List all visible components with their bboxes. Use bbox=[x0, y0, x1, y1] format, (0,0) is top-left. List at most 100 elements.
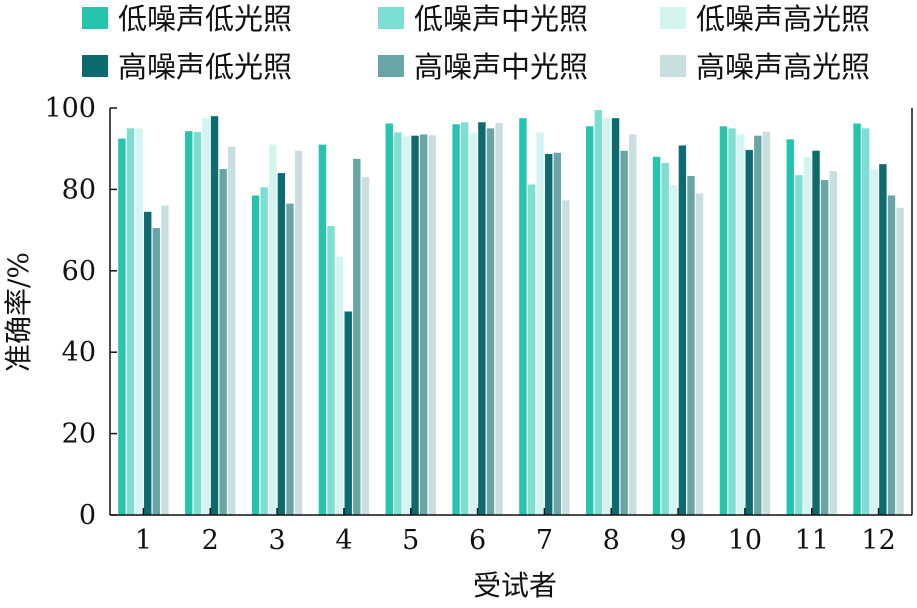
x-tick-label: 8 bbox=[603, 525, 620, 556]
bar-s2-c3 bbox=[260, 187, 268, 516]
bar-s6-c9 bbox=[695, 193, 704, 515]
bar-s5-c2 bbox=[219, 169, 227, 516]
bar-s1-c6 bbox=[452, 124, 460, 515]
bar-s2-c4 bbox=[327, 226, 335, 515]
bar-s2-c8 bbox=[594, 110, 603, 515]
x-tick-label: 9 bbox=[669, 525, 686, 556]
legend-swatch bbox=[82, 55, 108, 77]
bar-s1-c9 bbox=[652, 156, 661, 515]
bar-s3-c12 bbox=[870, 169, 878, 516]
bar-s2-c9 bbox=[661, 162, 669, 515]
legend-swatch bbox=[660, 55, 686, 77]
bar-s6-c4 bbox=[361, 177, 370, 515]
bar-s5-c9 bbox=[687, 175, 695, 515]
bar-s3-c6 bbox=[469, 132, 477, 516]
bar-s2-c1 bbox=[126, 128, 135, 515]
bar-s5-c7 bbox=[553, 152, 562, 515]
legend-label: 高噪声低光照 bbox=[118, 50, 292, 84]
bar-s5-c1 bbox=[152, 228, 161, 515]
bar-s1-c1 bbox=[118, 138, 126, 515]
bar-s3-c5 bbox=[402, 136, 411, 516]
bar-s6-c5 bbox=[428, 135, 436, 515]
y-axis-label: 准确率/% bbox=[2, 252, 35, 372]
bar-s3-c1 bbox=[135, 128, 143, 515]
bar-s6-c7 bbox=[562, 200, 570, 515]
bar-s5-c6 bbox=[486, 128, 495, 515]
legend-swatch bbox=[378, 55, 404, 77]
bar-s3-c11 bbox=[803, 156, 812, 515]
bar-s2-c7 bbox=[527, 184, 536, 515]
legend-label: 低噪声低光照 bbox=[118, 2, 292, 36]
y-tick-label: 80 bbox=[62, 174, 96, 205]
bar-s5-c3 bbox=[286, 203, 294, 515]
bar-s3-c4 bbox=[335, 256, 344, 515]
bar-s4-c3 bbox=[277, 173, 286, 515]
bar-s1-c11 bbox=[786, 139, 794, 515]
bar-s5-c8 bbox=[620, 150, 628, 516]
bar-s3-c8 bbox=[603, 118, 611, 516]
x-tick-label: 2 bbox=[202, 525, 219, 556]
bar-s6-c2 bbox=[228, 146, 236, 515]
bar-s1-c7 bbox=[519, 118, 527, 516]
bar-s2-c11 bbox=[795, 175, 803, 515]
legend-label: 低噪声高光照 bbox=[696, 2, 870, 36]
bar-s4-c1 bbox=[144, 211, 152, 516]
x-axis-label: 受试者 bbox=[473, 569, 557, 602]
bar-s3-c3 bbox=[269, 144, 277, 515]
bar-s1-c10 bbox=[719, 126, 728, 515]
x-tick-label: 3 bbox=[268, 525, 285, 556]
legend-label: 高噪声中光照 bbox=[414, 50, 588, 84]
y-tick-label: 60 bbox=[62, 256, 96, 287]
bar-s5-c11 bbox=[820, 180, 829, 516]
x-tick-label: 1 bbox=[135, 525, 152, 556]
y-tick-label: 100 bbox=[44, 93, 96, 124]
x-tick-label: 5 bbox=[402, 525, 419, 556]
legend-label: 高噪声高光照 bbox=[696, 50, 870, 84]
bar-s6-c12 bbox=[896, 207, 904, 515]
bar-s4-c8 bbox=[611, 118, 620, 516]
x-tick-label: 4 bbox=[335, 525, 352, 556]
bar-s4-c5 bbox=[411, 135, 419, 515]
bar-s5-c12 bbox=[887, 195, 896, 515]
bar-s4-c2 bbox=[210, 116, 219, 515]
bar-s4-c7 bbox=[545, 153, 553, 516]
bar-s3-c10 bbox=[736, 134, 745, 515]
bar-s5-c10 bbox=[754, 135, 762, 515]
bar-s6-c1 bbox=[161, 205, 169, 515]
bar-s2-c10 bbox=[728, 128, 736, 515]
bar-s1-c12 bbox=[853, 123, 861, 515]
bar-s1-c3 bbox=[251, 195, 260, 515]
bar-s4-c4 bbox=[344, 311, 352, 515]
y-tick-label: 0 bbox=[79, 500, 96, 531]
y-tick-label: 40 bbox=[62, 337, 96, 368]
bar-s3-c9 bbox=[670, 185, 678, 515]
bar-s2-c2 bbox=[193, 132, 202, 515]
bar-s5-c5 bbox=[419, 134, 428, 515]
bar-s4-c9 bbox=[678, 145, 687, 515]
x-tick-label: 6 bbox=[469, 525, 486, 556]
y-tick-label: 20 bbox=[62, 419, 96, 450]
bar-s4-c6 bbox=[478, 122, 486, 515]
legend-swatch bbox=[378, 7, 404, 29]
bar-s2-c12 bbox=[861, 128, 870, 515]
bar-s2-c5 bbox=[394, 132, 402, 516]
x-tick-label: 10 bbox=[728, 525, 762, 556]
bar-s1-c2 bbox=[185, 131, 193, 515]
legend-label: 低噪声中光照 bbox=[414, 2, 588, 36]
bar-s3-c2 bbox=[202, 118, 210, 516]
x-tick-label: 12 bbox=[861, 525, 895, 556]
bar-s4-c11 bbox=[812, 150, 820, 516]
legend-swatch bbox=[82, 7, 108, 29]
bar-s6-c10 bbox=[762, 131, 771, 516]
bar-s1-c8 bbox=[586, 126, 594, 515]
bar-s3-c7 bbox=[536, 132, 544, 516]
bar-s6-c6 bbox=[495, 123, 503, 515]
x-tick-label: 11 bbox=[795, 525, 829, 556]
bar-s4-c12 bbox=[879, 164, 887, 516]
bar-s6-c3 bbox=[294, 150, 303, 516]
x-tick-label: 7 bbox=[536, 525, 553, 556]
bar-s1-c4 bbox=[318, 144, 327, 515]
legend-swatch bbox=[660, 7, 686, 29]
